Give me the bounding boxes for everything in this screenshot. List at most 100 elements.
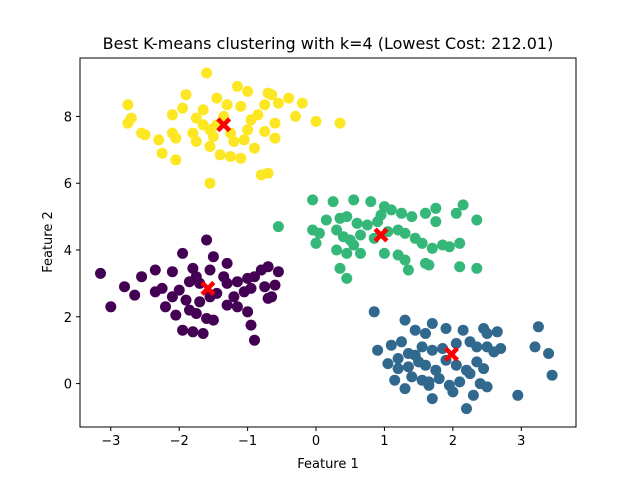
cluster-4-point — [471, 356, 483, 368]
cluster-2-point — [313, 227, 325, 239]
cluster-2-point — [399, 254, 411, 266]
cluster-4-point — [409, 324, 421, 336]
cluster-1-point — [235, 152, 247, 164]
cluster-1-point — [177, 102, 189, 114]
cluster-2-point — [327, 196, 339, 208]
cluster-2-point — [361, 219, 373, 231]
cluster-3-point — [149, 286, 161, 298]
cluster-4-point — [372, 344, 384, 356]
cluster-3-point — [190, 308, 202, 319]
cluster-1-point — [272, 97, 284, 109]
cluster-1-point — [242, 124, 254, 136]
cluster-3-point — [231, 276, 243, 288]
cluster-4-point — [495, 343, 507, 354]
centroid-marker-3 — [200, 280, 216, 296]
cluster-2-point — [443, 241, 455, 253]
cluster-1-point — [139, 129, 151, 141]
cluster-3-point — [95, 267, 106, 279]
cluster-3-point — [194, 296, 206, 308]
cluster-4-point — [454, 376, 466, 388]
cluster-2-point — [334, 262, 346, 274]
cluster-3-point — [190, 271, 202, 283]
cluster-1-point — [180, 89, 192, 101]
cluster-3-point — [242, 306, 254, 318]
cluster-4-point — [532, 321, 544, 333]
cluster-1-point — [238, 134, 250, 146]
cluster-2-point — [416, 237, 428, 249]
chart-title: Best K-means clustering with k=4 (Lowest… — [103, 34, 554, 53]
cluster-3-point — [245, 282, 257, 294]
cluster-1-point — [269, 117, 281, 129]
cluster-4-point — [399, 383, 411, 395]
cluster-2-point — [399, 227, 411, 239]
cluster-4-point — [392, 353, 404, 364]
cluster-1-point — [166, 109, 178, 121]
cluster-3-point — [105, 301, 117, 313]
cluster-3-point — [197, 328, 209, 339]
cluster-2-point — [355, 229, 366, 241]
plot-frame — [79, 57, 577, 428]
cluster-1-point — [170, 154, 182, 166]
cluster-4-point — [467, 389, 479, 401]
cluster-1-point — [235, 100, 247, 112]
cluster-3-point — [249, 334, 260, 346]
cluster-2-point — [457, 199, 469, 211]
x-tick-label: −3 — [101, 434, 120, 449]
cluster-1-point — [170, 132, 182, 144]
x-tick-label: −1 — [238, 434, 257, 449]
cluster-3-point — [173, 284, 185, 296]
cluster-3-point — [119, 281, 130, 293]
cluster-2-point — [372, 216, 384, 228]
cluster-2-point — [450, 207, 462, 219]
cluster-1-point — [231, 80, 243, 92]
y-axis-label: Feature 2 — [41, 211, 56, 273]
cluster-4-point — [491, 326, 503, 338]
cluster-3-point — [180, 294, 192, 306]
cluster-2-point — [351, 217, 363, 229]
y-tick-label: 4 — [64, 244, 72, 259]
cluster-1-point — [197, 104, 209, 116]
cluster-4-point — [450, 359, 462, 371]
cluster-3-point — [221, 257, 233, 269]
cluster-3-point — [228, 291, 240, 303]
cluster-3-point — [207, 314, 219, 326]
cluster-4-point — [423, 379, 435, 391]
points-layer — [95, 67, 558, 415]
cluster-3-point — [245, 319, 257, 331]
cluster-1-point — [190, 112, 202, 124]
cluster-1-point — [242, 85, 254, 97]
cluster-2-point — [430, 216, 442, 228]
cluster-1-point — [201, 67, 213, 79]
cluster-3-point — [262, 261, 274, 273]
x-tick-label: −2 — [170, 434, 189, 449]
cluster-2-point — [331, 244, 343, 256]
cluster-4-point — [406, 371, 418, 383]
cluster-1-point — [228, 136, 240, 147]
cluster-4-point — [420, 359, 431, 371]
cluster-4-point — [426, 318, 438, 329]
cluster-4-point — [396, 336, 407, 348]
cluster-1-point — [204, 177, 216, 189]
cluster-1-point — [269, 132, 281, 144]
cluster-2-point — [454, 261, 466, 273]
cluster-4-point — [420, 328, 431, 339]
cluster-3-point — [149, 264, 161, 276]
cluster-4-point — [471, 341, 483, 353]
cluster-4-point — [426, 344, 438, 356]
cluster-3-point — [266, 291, 278, 303]
cluster-3-point — [207, 251, 219, 263]
cluster-1-point — [156, 147, 168, 159]
cluster-3-point — [177, 324, 189, 336]
cluster-3-point — [221, 277, 233, 289]
cluster-4-point — [464, 368, 476, 380]
cluster-2-point — [426, 242, 438, 254]
cluster-3-point — [231, 301, 243, 313]
x-tick-label: 2 — [449, 434, 457, 449]
cluster-4-point — [447, 386, 459, 398]
cluster-2-point — [355, 247, 366, 259]
cluster-2-point — [348, 239, 360, 251]
cluster-2-point — [430, 202, 442, 214]
cluster-2-point — [365, 196, 377, 208]
cluster-2-point — [402, 264, 414, 276]
cluster-2-point — [471, 214, 483, 226]
